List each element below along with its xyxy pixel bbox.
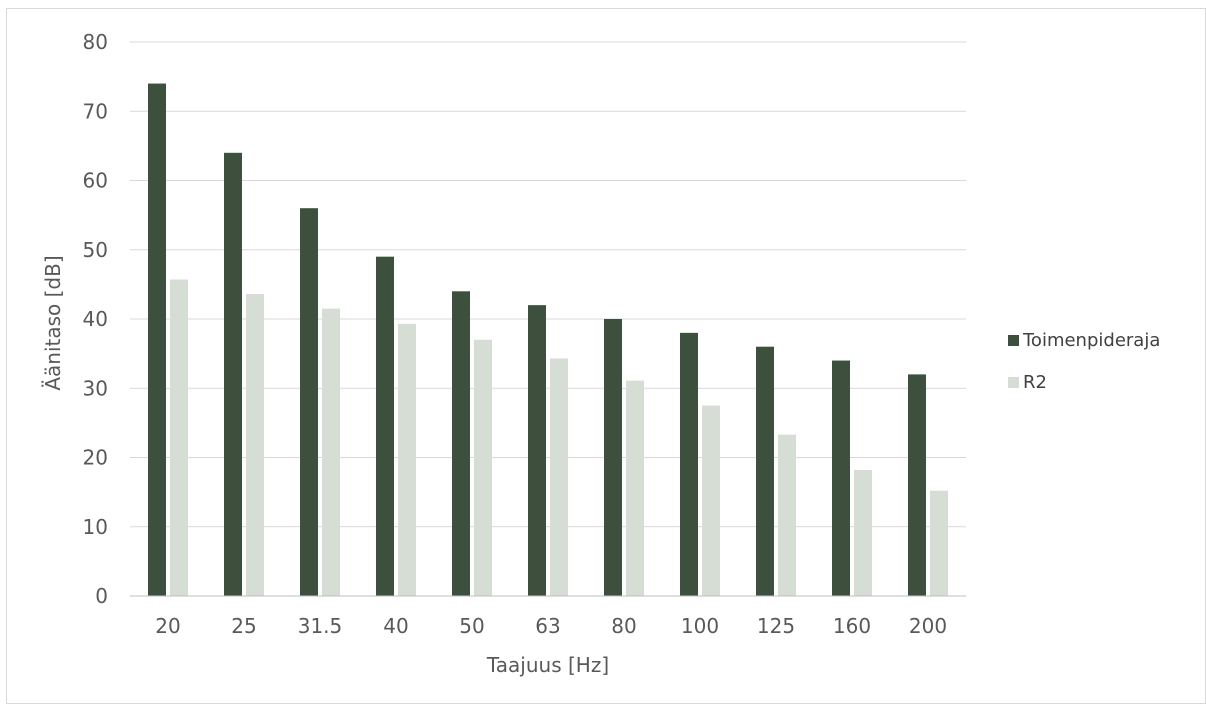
x-tick-label: 20 <box>155 614 180 638</box>
y-tick-label: 50 <box>83 238 108 262</box>
y-tick-label: 80 <box>83 30 108 54</box>
bar-toimenpideraja-160 <box>832 360 850 596</box>
bar-toimenpideraja-125 <box>756 346 774 596</box>
legend-label: R2 <box>1023 372 1047 393</box>
bar-r2-200 <box>930 490 948 596</box>
x-tick-label: 31.5 <box>298 614 343 638</box>
bar-toimenpideraja-31.5 <box>300 208 318 596</box>
bar-toimenpideraja-25 <box>224 152 242 597</box>
bar-r2-25 <box>246 294 264 596</box>
bar-toimenpideraja-20 <box>148 83 166 597</box>
y-axis-title: Äänitaso [dB] <box>41 255 65 390</box>
x-tick-label: 100 <box>681 614 719 638</box>
x-tick-label: 80 <box>611 614 636 638</box>
x-axis-ticks: 20 25 31.5 40 50 63 80 100 125 160 200 <box>155 614 947 638</box>
bar-r2-160 <box>854 469 872 596</box>
x-tick-label: 25 <box>231 614 256 638</box>
y-tick-label: 20 <box>83 446 108 470</box>
bar-toimenpideraja-80 <box>604 319 622 596</box>
x-tick-label: 200 <box>909 614 947 638</box>
bar-r2-125 <box>778 434 796 596</box>
bar-r2-31.5 <box>322 308 340 596</box>
y-tick-label: 60 <box>83 169 108 193</box>
bar-toimenpideraja-40 <box>376 256 394 596</box>
legend: Toimenpideraja R2 <box>1008 330 1160 393</box>
y-tick-label: 30 <box>83 376 108 400</box>
bars <box>148 83 948 597</box>
bar-r2-63 <box>550 358 568 596</box>
bar-toimenpideraja-100 <box>680 332 698 596</box>
y-tick-label: 0 <box>95 584 108 608</box>
x-tick-label: 125 <box>757 614 795 638</box>
legend-swatch <box>1008 335 1019 346</box>
legend-swatch <box>1008 377 1019 388</box>
y-axis-ticks: 0 10 20 30 40 50 60 70 80 <box>83 30 108 608</box>
bar-r2-20 <box>170 279 188 596</box>
y-tick-label: 10 <box>83 515 108 539</box>
bar-r2-50 <box>474 339 492 596</box>
bar-r2-100 <box>702 405 720 596</box>
bar-toimenpideraja-200 <box>908 374 926 596</box>
bar-toimenpideraja-63 <box>528 305 546 596</box>
bar-r2-40 <box>398 323 416 596</box>
y-tick-label: 40 <box>83 307 108 331</box>
x-tick-label: 40 <box>383 614 408 638</box>
legend-label: Toimenpideraja <box>1022 330 1160 351</box>
x-tick-label: 160 <box>833 614 871 638</box>
gridlines <box>130 41 966 528</box>
x-axis-title: Taajuus [Hz] <box>486 653 609 677</box>
x-tick-label: 50 <box>459 614 484 638</box>
x-tick-label: 63 <box>535 614 560 638</box>
y-tick-label: 70 <box>83 99 108 123</box>
bar-toimenpideraja-50 <box>452 291 470 596</box>
bar-r2-80 <box>626 380 644 596</box>
